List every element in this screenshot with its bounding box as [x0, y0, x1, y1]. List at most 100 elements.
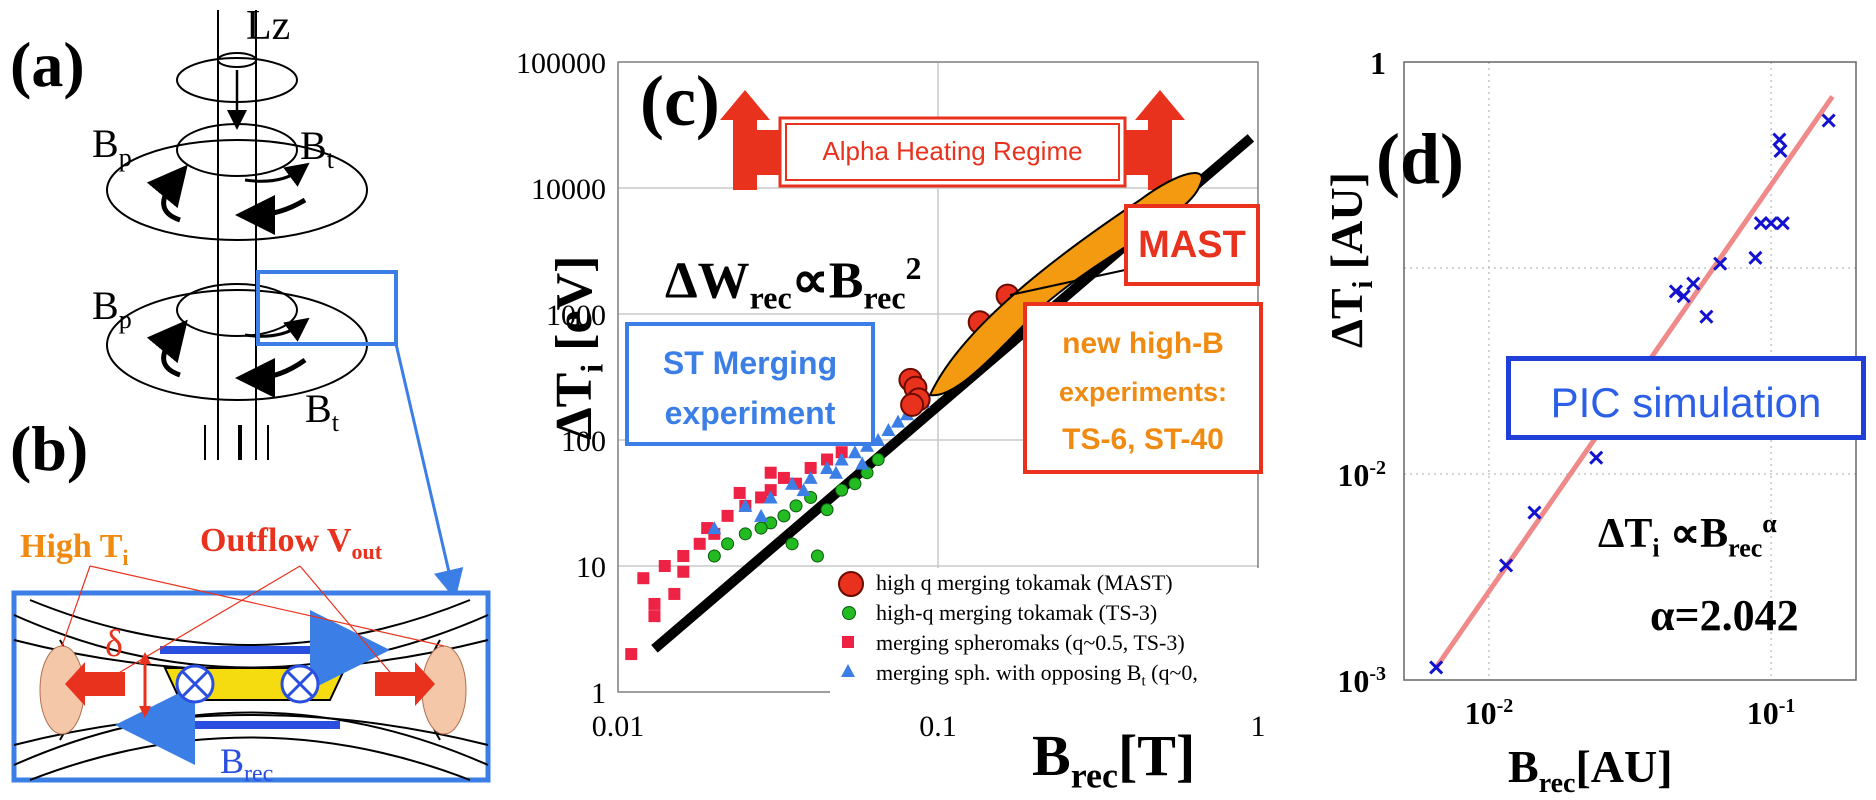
y-tick-label: 100000	[516, 47, 606, 80]
reconnection-diagram	[11, 565, 491, 783]
tokamak-diagram	[106, 10, 368, 460]
data-point-mast	[900, 392, 925, 417]
data-point-spheromak	[721, 509, 734, 522]
panel-d-alpha-value: α=2.042	[1650, 591, 1799, 640]
data-point-ts3	[721, 537, 735, 551]
data-point-spheromak	[658, 560, 671, 572]
y-tick-label: 10-2	[1337, 457, 1386, 493]
mast-box: MAST	[1124, 204, 1260, 286]
data-point-spheromak	[625, 648, 638, 661]
data-point-ts3	[835, 483, 849, 497]
x-tick-label: 0.1	[919, 710, 957, 743]
data-point-x	[1686, 276, 1701, 291]
data-point-ts3	[848, 477, 862, 491]
x-marker-stroke	[1713, 256, 1728, 271]
x-marker-stroke	[1498, 558, 1514, 573]
legend-item-opposing-bt: merging sph. with opposing Bt (q~0,	[830, 658, 1270, 696]
x-tick-label: 10-2	[1465, 695, 1514, 731]
data-point-ts3	[871, 453, 885, 467]
panel-b-label: (b)	[10, 413, 89, 484]
x-marker-stroke	[1753, 216, 1768, 231]
data-point-opposing-bt	[785, 476, 800, 490]
y-tick-label: 10-3	[1337, 663, 1386, 699]
data-point-spheromak	[733, 486, 746, 499]
data-point-opposing-bt	[763, 490, 778, 504]
data-point-spheromak	[677, 565, 690, 578]
y-tick-label: 100	[561, 425, 606, 458]
data-point-x	[1668, 284, 1683, 299]
data-point-x	[1753, 216, 1768, 231]
y-tick-label: 1000	[546, 299, 606, 332]
legend-marker-opposing-bt	[841, 664, 855, 677]
y-tick-label: 10	[576, 551, 606, 584]
x-tick-label: 10-1	[1747, 695, 1796, 731]
data-point-x	[1498, 558, 1514, 573]
data-point-opposing-bt	[891, 414, 906, 428]
y-tick-label: 1	[1370, 45, 1386, 81]
legend-item-mast: high q merging tokamak (MAST)	[830, 568, 1270, 598]
bt-bottom-label: Bt	[305, 386, 339, 437]
data-point-spheromak	[677, 550, 690, 563]
x-marker-stroke	[1527, 505, 1542, 520]
data-point-ts3	[789, 499, 803, 513]
data-point-opposing-bt	[828, 465, 843, 479]
legend-item-spheromak: merging spheromaks (q~0.5, TS-3)	[830, 628, 1270, 658]
x-marker-stroke	[1589, 450, 1604, 465]
data-point-spheromak	[764, 484, 777, 497]
data-point-ts3	[777, 509, 791, 523]
data-point-x	[1699, 309, 1714, 324]
new-high-b-box: new high-B experiments: TS-6, ST-40	[1023, 302, 1263, 474]
panel-d-ylabel: ΔTi [AU]	[1321, 172, 1380, 348]
data-point-x	[1772, 132, 1787, 147]
data-point-spheromak	[804, 461, 817, 474]
data-point-spheromak	[835, 446, 848, 459]
data-point-ts3	[820, 503, 834, 517]
x-marker-stroke	[1775, 216, 1790, 231]
data-point-opposing-bt	[796, 483, 811, 497]
y-tick-label: 10000	[531, 173, 606, 206]
x-marker-stroke	[1668, 284, 1683, 299]
zoom-box	[256, 270, 398, 346]
panel-c-label: (c)	[640, 61, 720, 141]
data-point-spheromak	[777, 471, 790, 484]
legend-marker-spheromak	[842, 636, 854, 648]
high-ti-label: High Ti	[20, 528, 129, 570]
data-point-x	[1764, 216, 1779, 231]
bt-top-label: Bt	[300, 123, 334, 174]
outflow-label: Outflow Vout	[200, 522, 383, 564]
panel-a-label: (a)	[10, 29, 85, 100]
data-point-ts3	[754, 521, 768, 535]
data-point-x	[1589, 450, 1604, 465]
data-point-x	[1713, 256, 1728, 271]
pic-simulation-box: PIC simulation	[1506, 356, 1866, 440]
torque-label: Lz	[246, 3, 291, 49]
x-tick-label: 1	[1251, 710, 1266, 743]
data-point-opposing-bt	[738, 498, 753, 512]
data-point-opposing-bt	[855, 456, 870, 470]
panel-c-legend: high q merging tokamak (MAST) high-q mer…	[830, 568, 1270, 697]
legend-marker-ts3	[842, 606, 856, 620]
data-point-x	[1775, 216, 1790, 231]
x-marker-stroke	[1821, 113, 1836, 128]
delta-label: δ	[105, 623, 123, 665]
x-marker-stroke	[1772, 132, 1787, 147]
data-point-spheromak	[637, 572, 650, 585]
x-marker-stroke	[1773, 143, 1788, 159]
x-marker-stroke	[1429, 660, 1444, 675]
bp-bottom-label: Bp	[92, 283, 132, 334]
x-marker-stroke	[1686, 276, 1701, 291]
data-point-spheromak	[648, 610, 661, 623]
legend-marker-mast	[838, 571, 864, 597]
panel-d-label: (d)	[1376, 119, 1464, 199]
data-point-opposing-bt	[803, 470, 818, 484]
data-point-opposing-bt	[847, 445, 862, 459]
alpha-heating-banner: Alpha Heating Regime	[822, 136, 1083, 166]
data-point-x	[1748, 250, 1763, 265]
panel-d-fit-label: ΔTi ∝Brecα	[1598, 509, 1777, 563]
bp-top-label: Bp	[92, 121, 132, 172]
data-point-spheromak	[693, 537, 706, 550]
data-point-x	[1429, 660, 1444, 675]
data-point-opposing-bt	[881, 423, 896, 437]
